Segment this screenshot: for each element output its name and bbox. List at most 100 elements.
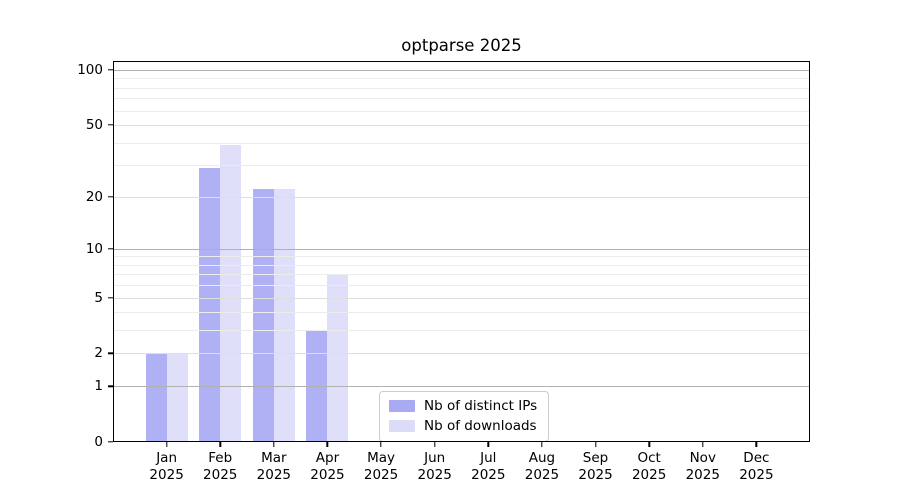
x-tick-label-aug: Aug 2025 [525, 450, 559, 484]
gridline-minor [113, 165, 810, 167]
bar-nb-of-distinct-ips-jan [145, 353, 167, 442]
x-tick-label-apr: Apr 2025 [310, 450, 344, 484]
y-tick-label: 20 [85, 188, 103, 205]
gridline-10 [113, 248, 810, 250]
x-tick-year: 2025 [149, 467, 184, 483]
x-tick-label-jan: Jan 2025 [149, 450, 183, 484]
x-tick-mark [165, 442, 168, 447]
x-tick-label-sep: Sep 2025 [578, 450, 612, 484]
y-tick-mark [108, 69, 113, 71]
gridline-minor [113, 285, 810, 287]
gridline-2 [113, 353, 810, 355]
x-tick-year: 2025 [417, 467, 452, 483]
x-tick-month: Jun [424, 450, 446, 466]
gridline-100 [113, 70, 810, 71]
x-tick-month: Mar [261, 450, 287, 466]
x-tick-year: 2025 [739, 467, 774, 483]
gridline-20 [113, 196, 810, 198]
y-tick-label: 50 [85, 117, 103, 134]
legend: Nb of distinct IPs Nb of downloads [379, 391, 550, 442]
x-tick-mark [648, 442, 650, 447]
y-tick-label: 5 [94, 289, 103, 306]
gridline-minor [113, 142, 810, 144]
bar-nb-of-downloads-jan [166, 353, 188, 442]
bar-nb-of-distinct-ips-apr [306, 330, 328, 442]
gridline-minor [113, 330, 810, 332]
y-tick-label: 0 [94, 434, 103, 450]
chart-title: optparse 2025 [401, 36, 522, 55]
y-tick-mark [108, 124, 113, 126]
legend-item-downloads: Nb of downloads [389, 418, 537, 434]
y-tick-label: 10 [85, 240, 103, 257]
x-tick-mark [433, 442, 436, 447]
legend-item-distinct-ips: Nb of distinct IPs [389, 398, 537, 414]
x-tick-month: Dec [743, 450, 770, 466]
x-tick-label-dec: Dec 2025 [739, 450, 773, 484]
x-tick-label-oct: Oct 2025 [632, 450, 666, 484]
x-tick-month: Oct [637, 450, 661, 466]
gridline-minor [113, 110, 810, 112]
x-tick-mark [541, 442, 543, 447]
x-tick-mark [273, 442, 275, 447]
legend-swatch-downloads [389, 420, 415, 432]
x-tick-month: Sep [582, 450, 609, 466]
x-tick-label-may: May 2025 [364, 450, 398, 484]
x-tick-month: Nov [689, 450, 716, 466]
x-tick-label-nov: Nov 2025 [686, 450, 720, 484]
x-tick-month: Feb [208, 450, 233, 466]
x-tick-mark [487, 442, 489, 447]
y-tick-label: 1 [94, 378, 103, 395]
x-tick-label-jun: Jun 2025 [418, 450, 452, 484]
bar-nb-of-downloads-feb [220, 144, 242, 442]
legend-swatch-distinct-ips [389, 400, 415, 412]
x-tick-label-mar: Mar 2025 [257, 450, 291, 484]
gridline-minor [113, 264, 810, 266]
y-tick-mark [108, 385, 113, 387]
x-tick-month: Apr [315, 450, 340, 466]
x-tick-year: 2025 [524, 467, 560, 483]
gridline-minor [113, 256, 810, 258]
x-tick-label-feb: Feb 2025 [203, 450, 237, 484]
x-tick-year: 2025 [471, 467, 506, 483]
bar-nb-of-downloads-apr [327, 274, 349, 442]
gridline-50 [113, 125, 810, 127]
bar-nb-of-downloads-mar [273, 189, 295, 442]
bar-nb-of-distinct-ips-feb [199, 167, 221, 442]
y-tick-mark [108, 248, 113, 250]
x-tick-year: 2025 [631, 467, 667, 483]
gridline-minor [113, 87, 810, 89]
y-tick-label: 2 [94, 345, 103, 362]
x-tick-year: 2025 [256, 467, 292, 483]
x-tick-mark [326, 442, 329, 447]
gridline-minor [113, 98, 810, 100]
y-tick-mark [108, 352, 113, 355]
x-tick-year: 2025 [363, 467, 399, 483]
x-tick-label-jul: Jul 2025 [471, 450, 505, 484]
y-tick-mark [108, 296, 113, 299]
y-tick-label: 100 [77, 62, 103, 78]
x-tick-year: 2025 [203, 467, 238, 483]
gridline-minor [113, 274, 810, 276]
x-tick-mark [380, 442, 382, 447]
legend-label-downloads: Nb of downloads [424, 418, 537, 434]
x-tick-mark [219, 442, 221, 447]
gridline-5 [113, 297, 810, 299]
x-tick-mark [755, 442, 758, 447]
x-tick-month: May [367, 450, 396, 466]
gridline-1 [113, 386, 810, 388]
x-tick-year: 2025 [310, 467, 345, 483]
x-tick-month: Jul [480, 450, 497, 466]
x-tick-year: 2025 [685, 467, 720, 483]
x-tick-mark [702, 442, 704, 447]
legend-label-distinct-ips: Nb of distinct IPs [424, 398, 538, 414]
y-tick-mark [108, 441, 113, 443]
x-tick-year: 2025 [578, 467, 613, 483]
x-tick-month: Aug [528, 450, 556, 466]
gridline-minor [113, 78, 810, 80]
gridline-minor [113, 312, 810, 314]
x-tick-mark [594, 442, 597, 447]
plot-area: Nb of distinct IPs Nb of downloads 0 1 2 5 1… [77, 61, 810, 483]
y-tick-mark [108, 195, 113, 198]
x-tick-month: Jan [156, 450, 178, 466]
